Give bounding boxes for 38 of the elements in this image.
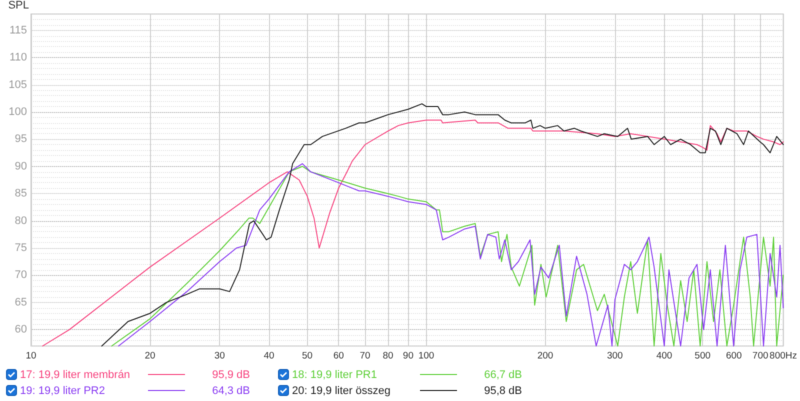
y-tick-label: 110 <box>9 52 27 64</box>
text: 66,7 dB <box>484 368 522 382</box>
x-tick-label: 20 <box>144 350 156 362</box>
x-tick-label: 100 <box>418 350 434 362</box>
y-tick-label: 65 <box>14 296 27 308</box>
y-tick-label: 90 <box>14 160 27 172</box>
x-tick-label: 800Hz <box>770 350 798 362</box>
x-tick-label: 30 <box>214 350 225 362</box>
x-tick-label: 600 <box>726 350 742 362</box>
x-tick-label: 40 <box>264 350 274 362</box>
x-tick-label: 70 <box>360 350 370 362</box>
text: 64,3 dB <box>212 384 250 398</box>
x-tick-label: 60 <box>333 350 344 362</box>
y-axis-title: SPL <box>8 0 29 12</box>
text: 20: 19,9 liter összeg <box>292 384 390 398</box>
text: 18: 19,9 liter PR1 <box>292 368 377 382</box>
text: 17: 19,9 liter membrán <box>20 368 130 382</box>
x-tick-label: 50 <box>302 350 313 362</box>
y-tick-label: 105 <box>8 78 27 91</box>
y-tick-label: 60 <box>14 324 27 336</box>
y-tick-label: 100 <box>8 106 27 118</box>
y-tick-label: 80 <box>14 214 27 227</box>
x-tick-label: 500 <box>694 350 711 362</box>
x-tick-label: 700 <box>752 350 768 362</box>
y-tick-label: 115 <box>9 24 27 36</box>
text: 19: 19,9 liter PR2 <box>20 384 105 398</box>
y-tick-label: 95 <box>14 133 27 146</box>
text: 95,8 dB <box>484 384 522 398</box>
x-tick-label: 90 <box>402 350 414 362</box>
x-tick-label: 80 <box>382 350 394 362</box>
text: 95,9 dB <box>212 368 250 382</box>
y-tick-label: 70 <box>14 269 27 282</box>
x-tick-label: 300 <box>606 350 623 362</box>
y-tick-label: 75 <box>14 242 27 254</box>
x-tick-label: 10 <box>26 350 36 362</box>
x-tick-label: 400 <box>656 350 672 362</box>
x-tick-label: 200 <box>537 350 554 362</box>
y-tick-label: 85 <box>14 188 27 200</box>
